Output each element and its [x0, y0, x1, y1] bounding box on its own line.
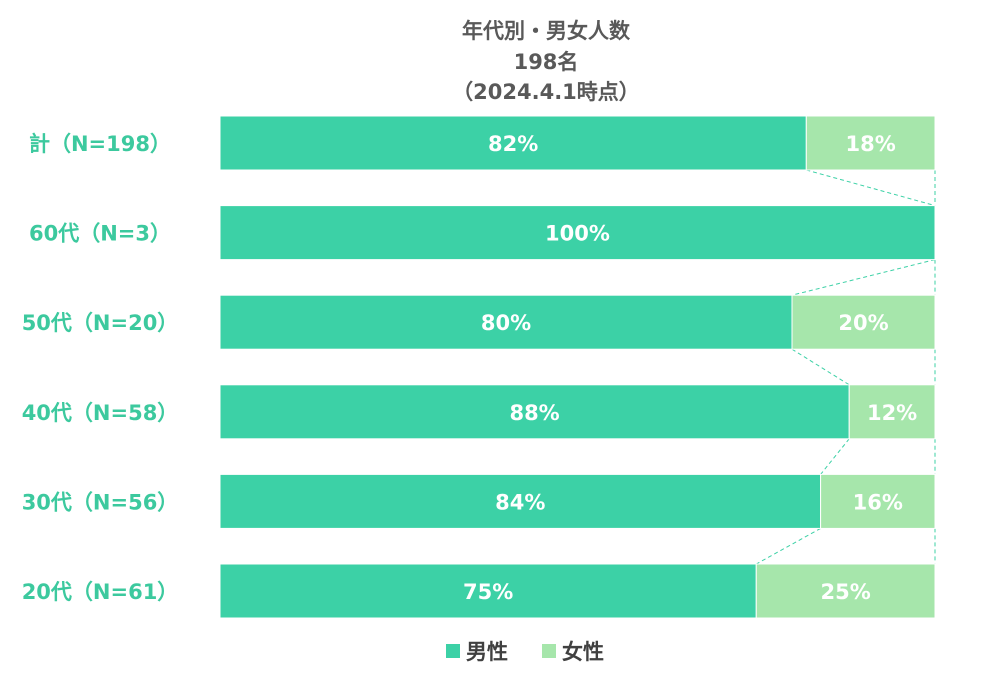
- category-label: 60代（N=3）: [29, 222, 171, 246]
- bar-female: [791, 294, 936, 350]
- category-label: 40代（N=58）: [22, 401, 179, 425]
- data-label-male: 82%: [488, 132, 538, 156]
- series-line-male: [806, 169, 936, 207]
- bar-female: [805, 115, 936, 171]
- category-label: 30代（N=56）: [22, 490, 179, 514]
- data-label-male: 75%: [463, 580, 513, 604]
- data-label-female: 25%: [820, 580, 870, 604]
- bar-male: [219, 473, 822, 529]
- series-lines: [756, 169, 936, 565]
- data-label-female: 18%: [846, 132, 896, 156]
- legend-swatch-female: [542, 644, 556, 658]
- series-line-male: [756, 527, 821, 565]
- chart-title: 年代別・男女人数 198名 （2024.4.1時点）: [452, 19, 640, 104]
- category-label: 50代（N=20）: [22, 311, 179, 335]
- data-label-female: 20%: [838, 311, 888, 335]
- category-label: 20代（N=61）: [22, 580, 179, 604]
- legend: 男性 女性: [446, 640, 604, 664]
- bar-female: [755, 563, 936, 619]
- chart-title-line-3: （2024.4.1時点）: [452, 80, 640, 104]
- bar-female: [820, 473, 936, 529]
- category-labels: 計（N=198） 60代（N=3） 50代（N=20） 40代（N=58） 30代（N=…: [22, 132, 179, 604]
- bar-male: [219, 384, 850, 440]
- legend-label-female: 女性: [562, 640, 604, 664]
- data-label-male: 84%: [495, 490, 545, 514]
- series-line-male: [820, 438, 850, 475]
- bars: 82% 18% 100% 80% 20% 88% 12% 84% 16% 75% 25%: [219, 115, 936, 619]
- legend-label-male: 男性: [466, 640, 508, 664]
- bar-male: [219, 563, 757, 619]
- series-line-male: [791, 259, 936, 296]
- data-label-male: 80%: [481, 311, 531, 335]
- bar-male: [219, 205, 936, 261]
- bar-female: [848, 384, 936, 440]
- data-label-male: 88%: [509, 401, 559, 425]
- legend-swatch-male: [446, 644, 460, 658]
- series-line-male: [791, 348, 850, 386]
- bar-male: [219, 294, 793, 350]
- data-label-male: 100%: [545, 222, 610, 246]
- chart-title-line-2: 198名: [514, 50, 579, 74]
- data-label-female: 12%: [867, 401, 917, 425]
- data-label-female: 16%: [853, 490, 903, 514]
- category-label: 計（N=198）: [29, 132, 171, 156]
- chart-title-line-1: 年代別・男女人数: [462, 19, 631, 43]
